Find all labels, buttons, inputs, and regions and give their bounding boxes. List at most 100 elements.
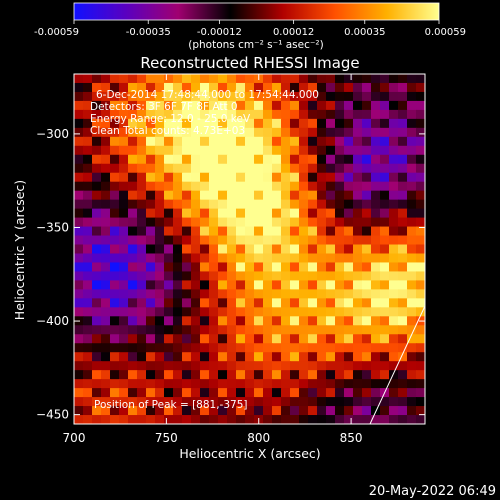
heatmap-cell xyxy=(281,136,291,147)
heatmap-cell xyxy=(236,217,246,228)
heatmap-cell xyxy=(281,361,291,371)
heatmap-cell xyxy=(101,352,111,362)
heatmap-cell xyxy=(335,406,345,416)
heatmap-cell xyxy=(200,379,210,389)
heatmap-cell xyxy=(200,370,210,380)
heatmap-cell xyxy=(92,100,102,111)
heatmap-cell xyxy=(191,235,201,246)
heatmap-cell xyxy=(83,217,93,228)
heatmap-cell xyxy=(398,334,408,344)
heatmap-cell xyxy=(308,91,318,102)
heatmap-cell xyxy=(371,352,381,362)
heatmap-cell xyxy=(389,370,399,380)
heatmap-cell xyxy=(146,145,156,156)
heatmap-cell xyxy=(326,172,336,183)
heatmap-cell xyxy=(254,370,264,380)
heatmap-cell xyxy=(335,91,345,102)
heatmap-cell xyxy=(101,154,111,165)
heatmap-cell xyxy=(353,181,363,192)
heatmap-cell xyxy=(254,217,264,228)
heatmap-cell xyxy=(245,127,255,138)
heatmap-cell xyxy=(83,145,93,156)
heatmap-cell xyxy=(290,397,300,407)
heatmap-cell xyxy=(128,154,138,165)
heatmap-cell xyxy=(164,289,174,299)
heatmap-cell xyxy=(245,199,255,210)
heatmap-cell xyxy=(119,226,129,237)
heatmap-cell xyxy=(92,289,102,299)
heatmap-cell xyxy=(128,325,138,335)
heatmap-cell xyxy=(245,100,255,111)
heatmap-cell xyxy=(146,190,156,201)
heatmap-cell xyxy=(326,82,336,93)
heatmap-cell xyxy=(128,388,138,398)
heatmap-cell xyxy=(326,379,336,389)
heatmap-cell xyxy=(389,109,399,120)
heatmap-cell xyxy=(83,74,93,84)
heatmap-cell xyxy=(119,82,129,93)
heatmap-cell xyxy=(380,127,390,138)
heatmap-cell xyxy=(164,343,174,353)
heatmap-cell xyxy=(362,253,372,264)
heatmap-cell xyxy=(308,388,318,398)
heatmap-cell xyxy=(236,136,246,147)
heatmap-cell xyxy=(101,74,111,84)
heatmap-cell xyxy=(371,397,381,407)
heatmap-cell xyxy=(119,316,129,326)
heatmap-cell xyxy=(389,100,399,111)
heatmap-cell xyxy=(218,154,228,165)
heatmap-cell xyxy=(344,244,354,255)
heatmap-cell xyxy=(389,271,399,282)
heatmap-cell xyxy=(371,289,381,299)
heatmap-cell xyxy=(326,370,336,380)
heatmap-cell xyxy=(236,280,246,290)
heatmap-cell xyxy=(263,100,273,111)
heatmap-cell xyxy=(353,325,363,335)
heatmap-cell xyxy=(83,190,93,201)
heatmap-cell xyxy=(326,190,336,201)
heatmap-cell xyxy=(209,163,219,174)
heatmap-cell xyxy=(92,352,102,362)
heatmap-cell xyxy=(308,154,318,165)
heatmap-cell xyxy=(398,163,408,174)
heatmap-cell xyxy=(92,181,102,192)
heatmap-cell xyxy=(344,136,354,147)
heatmap-cell xyxy=(299,154,309,165)
heatmap-cell xyxy=(227,361,237,371)
heatmap-cell xyxy=(164,217,174,228)
heatmap-cell xyxy=(326,127,336,138)
heatmap-cell xyxy=(344,226,354,237)
heatmap-cell xyxy=(101,325,111,335)
heatmap-cell xyxy=(299,109,309,120)
heatmap-cell xyxy=(83,298,93,308)
heatmap-cell xyxy=(119,370,129,380)
heatmap-cell xyxy=(353,244,363,255)
heatmap-cell xyxy=(407,226,417,237)
heatmap-cell xyxy=(227,172,237,183)
heatmap-cell xyxy=(155,325,165,335)
heatmap-cell xyxy=(362,154,372,165)
heatmap-cell xyxy=(317,271,327,282)
heatmap-cell xyxy=(254,181,264,192)
heatmap-cell xyxy=(83,379,93,389)
heatmap-cell xyxy=(335,388,345,398)
heatmap-cell xyxy=(110,289,120,299)
heatmap-cell xyxy=(389,325,399,335)
heatmap-cell xyxy=(362,199,372,210)
heatmap-cell xyxy=(290,343,300,353)
heatmap-cell xyxy=(218,199,228,210)
heatmap-cell xyxy=(263,217,273,228)
heatmap-cell xyxy=(173,361,183,371)
heatmap-cell xyxy=(272,253,282,264)
heatmap-cell xyxy=(335,397,345,407)
heatmap-cell xyxy=(308,397,318,407)
heatmap-cell xyxy=(245,406,255,416)
heatmap-cell xyxy=(92,307,102,317)
heatmap-cell xyxy=(299,163,309,174)
heatmap-cell xyxy=(182,262,192,273)
heatmap-cell xyxy=(182,316,192,326)
heatmap-cell xyxy=(92,253,102,264)
heatmap-cell xyxy=(353,109,363,120)
heatmap-cell xyxy=(92,271,102,282)
heatmap-cell xyxy=(209,199,219,210)
